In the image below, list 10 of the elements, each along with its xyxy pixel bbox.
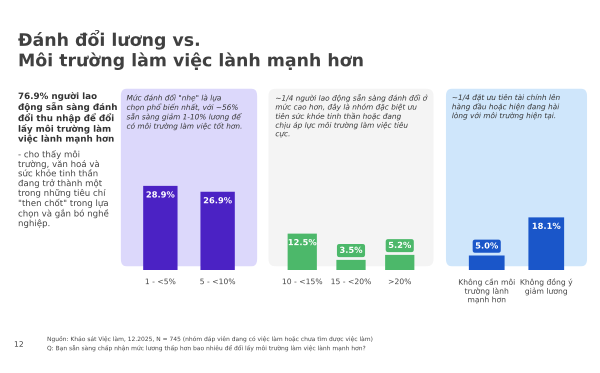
text: - cho thấy môi trường, văn hoá và sức khỏe tinh thần đang trở thành một trong những tiêu chí "then chốt" trong lựa chọn và gắn bó nghề nghiệp. (18, 150, 108, 228)
text: 76.9% người lao động sẵn sàng đánh đổi thu nhập để đổi lấy môi trường làm việc lành mạnh hơn (18, 92, 117, 144)
data-label: 26.9% (204, 197, 232, 204)
data-label: 12.5% (288, 238, 316, 246)
data-label: 18.1% (532, 222, 560, 229)
data-label: 28.9% (146, 191, 175, 198)
data-label: 5.2% (388, 242, 412, 248)
text: Đánh đổi lương vs. Môi trường làm việc lành mạnh hơn (18, 30, 363, 70)
data-label: 5.0% (476, 242, 498, 249)
data-label: 3.5% (340, 246, 362, 253)
